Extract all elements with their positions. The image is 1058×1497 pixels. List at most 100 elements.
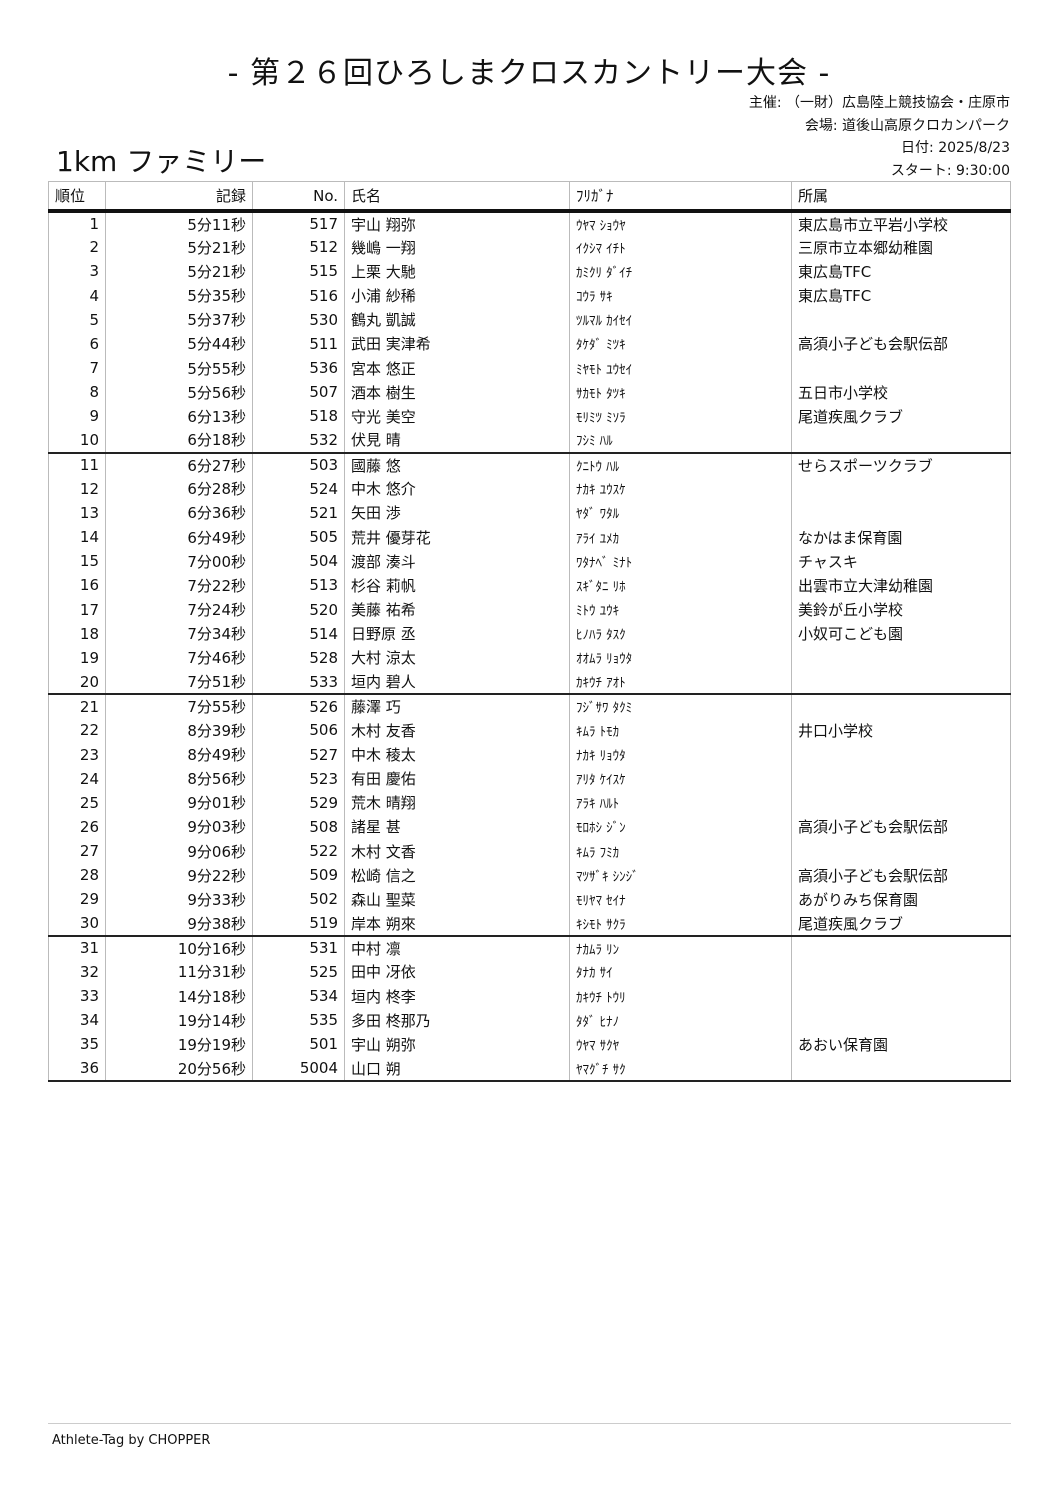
cell-kana: ｲｸｼﾏ ｲﾁﾄ <box>569 235 792 260</box>
cell-name: 杉谷 莉帆 <box>344 573 570 598</box>
cell-number: 535 <box>252 1008 345 1033</box>
cell-rank: 5 <box>48 307 106 332</box>
cell-kana: ﾅｶｷ ﾕｳｽｹ <box>569 476 792 501</box>
col-record: 記録 <box>105 181 253 212</box>
table-row: 30 9分38秒 519 岸本 朔來 ｷｼﾓﾄ ｻｸﾗ 尾道疾風クラブ <box>48 911 1011 937</box>
cell-rank: 35 <box>48 1032 106 1057</box>
cell-number: 507 <box>252 380 345 405</box>
cell-rank: 6 <box>48 331 106 356</box>
cell-rank: 15 <box>48 549 106 574</box>
cell-name: 藤澤 巧 <box>344 694 570 719</box>
cell-affiliation <box>791 1056 1011 1082</box>
cell-number: 517 <box>252 211 345 236</box>
cell-kana: ﾀｹﾀﾞ ﾐﾂｷ <box>569 331 792 356</box>
cell-record: 5分56秒 <box>105 380 253 405</box>
cell-rank: 25 <box>48 790 106 815</box>
cell-rank: 10 <box>48 428 106 454</box>
cell-name: 美藤 祐希 <box>344 597 570 622</box>
cell-number: 509 <box>252 863 345 888</box>
table-row: 1 5分11秒 517 宇山 翔弥 ｳﾔﾏ ｼｮｳﾔ 東広島市立平岩小学校 <box>48 211 1011 236</box>
table-row: 20 7分51秒 533 垣内 碧人 ｶｷｳﾁ ｱｵﾄ <box>48 669 1011 696</box>
cell-rank: 11 <box>48 452 106 477</box>
cell-number: 513 <box>252 573 345 598</box>
cell-rank: 32 <box>48 959 106 984</box>
cell-record: 9分01秒 <box>105 790 253 815</box>
cell-affiliation <box>791 790 1011 815</box>
cell-kana: ｳﾔﾏ ｼｮｳﾔ <box>569 211 792 236</box>
cell-rank: 31 <box>48 935 106 960</box>
cell-affiliation <box>791 935 1011 960</box>
page-title: - 第２６回ひろしまクロスカントリー大会 - <box>227 56 831 91</box>
cell-record: 6分18秒 <box>105 428 253 454</box>
cell-affiliation <box>791 766 1011 791</box>
cell-number: 521 <box>252 500 345 526</box>
cell-name: 田中 冴依 <box>344 959 570 984</box>
cell-affiliation: 出雲市立大津幼稚園 <box>791 573 1011 598</box>
cell-affiliation <box>791 984 1011 1009</box>
cell-kana: ﾔﾏｸﾞﾁ ｻｸ <box>569 1056 792 1082</box>
cell-number: 522 <box>252 839 345 864</box>
cell-name: 伏見 晴 <box>344 428 570 454</box>
cell-kana: ｷﾑﾗ ﾌﾐｶ <box>569 839 792 864</box>
cell-affiliation: なかはま保育園 <box>791 525 1011 550</box>
cell-rank: 9 <box>48 404 106 429</box>
table-row: 13 6分36秒 521 矢田 渉ﾔﾀﾞ ﾜﾀﾙ <box>48 500 1011 526</box>
cell-number: 529 <box>252 790 345 815</box>
table-row: 8 5分56秒 507 酒本 樹生 ｻｶﾓﾄ ﾀﾂｷ 五日市小学校 <box>48 380 1011 405</box>
cell-affiliation: チャスキ <box>791 549 1011 574</box>
start-time: スタート: 9:30:00 <box>890 162 1010 179</box>
cell-record: 6分36秒 <box>105 500 253 526</box>
table-row: 4 5分35秒 516 小浦 紗稀 ｺｳﾗ ｻｷ 東広島TFC <box>48 283 1011 308</box>
cell-number: 5004 <box>252 1056 345 1082</box>
cell-kana: ﾋﾉﾊﾗ ﾀｽｸ <box>569 621 792 646</box>
cell-kana: ｻｶﾓﾄ ﾀﾂｷ <box>569 380 792 405</box>
table-row: 17 7分24秒 520 美藤 祐希 ﾐﾄｳ ﾕｳｷ 美鈴が丘小学校 <box>48 597 1011 622</box>
cell-record: 7分24秒 <box>105 597 253 622</box>
col-rank: 順位 <box>48 181 106 212</box>
footer-credit: Athlete-Tag by CHOPPER <box>52 1433 211 1448</box>
table-row: 28 9分22秒 509 松崎 信之 ﾏﾂｻﾞｷ ｼﾝｼﾞ 高須小子ども会駅伝部 <box>48 863 1011 888</box>
cell-rank: 24 <box>48 766 106 791</box>
cell-name: 矢田 渉 <box>344 500 570 526</box>
cell-record: 19分14秒 <box>105 1008 253 1033</box>
cell-kana: ｽｷﾞﾀﾆ ﾘﾎ <box>569 573 792 598</box>
table-header: 順位 記録 No. 氏名 ﾌﾘｶﾞﾅ 所属 <box>48 181 1011 212</box>
cell-name: 守光 美空 <box>344 404 570 429</box>
cell-record: 5分21秒 <box>105 259 253 284</box>
cell-kana: ﾀﾀﾞ ﾋﾅﾉ <box>569 1008 792 1033</box>
cell-record: 14分18秒 <box>105 984 253 1009</box>
table-row: 29 9分33秒 502 森山 聖菜 ﾓﾘﾔﾏ ｾｲﾅ あがりみち保育園 <box>48 887 1011 912</box>
cell-kana: ﾓﾘﾐﾂ ﾐｿﾗ <box>569 404 792 429</box>
cell-affiliation: 五日市小学校 <box>791 380 1011 405</box>
cell-name: 有田 慶佑 <box>344 766 570 791</box>
cell-record: 6分28秒 <box>105 476 253 501</box>
cell-number: 505 <box>252 525 345 550</box>
cell-kana: ﾀﾅｶ ｻｲ <box>569 959 792 984</box>
cell-affiliation: 東広島TFC <box>791 259 1011 284</box>
cell-number: 524 <box>252 476 345 501</box>
cell-number: 523 <box>252 766 345 791</box>
table-row: 3 5分21秒 515 上栗 大馳 ｶﾐｸﾘ ﾀﾞｲﾁ 東広島TFC <box>48 259 1011 284</box>
cell-record: 9分38秒 <box>105 911 253 937</box>
cell-record: 9分06秒 <box>105 839 253 864</box>
cell-affiliation <box>791 1008 1011 1033</box>
cell-kana: ﾅｶｷ ﾘｮｳﾀ <box>569 742 792 767</box>
table-row: 22 8分39秒 506 木村 友香 ｷﾑﾗ ﾄﾓｶ 井口小学校 <box>48 718 1011 743</box>
cell-affiliation: 三原市立本郷幼稚園 <box>791 235 1011 260</box>
cell-affiliation <box>791 839 1011 864</box>
cell-rank: 17 <box>48 597 106 622</box>
cell-kana: ｸﾆﾄｳ ﾊﾙ <box>569 452 792 477</box>
cell-affiliation <box>791 694 1011 719</box>
cell-record: 7分34秒 <box>105 621 253 646</box>
cell-record: 6分13秒 <box>105 404 253 429</box>
cell-name: 多田 柊那乃 <box>344 1008 570 1033</box>
cell-record: 7分51秒 <box>105 669 253 696</box>
cell-record: 5分44秒 <box>105 331 253 356</box>
cell-affiliation <box>791 307 1011 332</box>
cell-kana: ﾓﾘﾔﾏ ｾｲﾅ <box>569 887 792 912</box>
col-kana: ﾌﾘｶﾞﾅ <box>569 181 792 212</box>
cell-rank: 13 <box>48 500 106 526</box>
cell-record: 9分33秒 <box>105 887 253 912</box>
cell-name: 日野原 丞 <box>344 621 570 646</box>
table-row: 32 11分31秒 525 田中 冴依 ﾀﾅｶ ｻｲ <box>48 959 1011 984</box>
